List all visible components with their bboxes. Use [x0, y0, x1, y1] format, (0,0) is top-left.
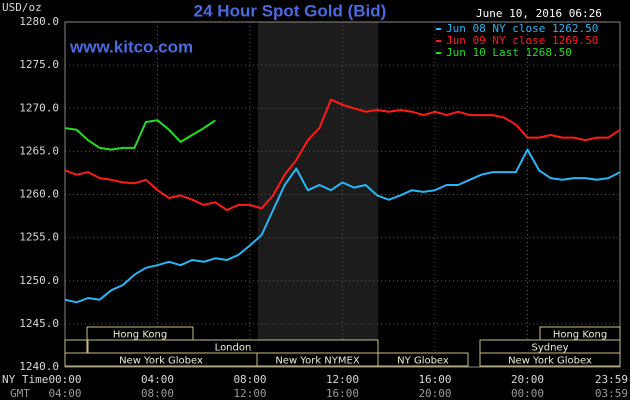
session-label: Hong Kong	[113, 330, 167, 341]
watermark: www.kitco.com	[69, 37, 193, 56]
plot-frame	[64, 21, 621, 368]
y-axis-label: USD/oz	[2, 1, 42, 14]
y-tick-label: 1270.0	[19, 101, 59, 114]
y-tick-label: 1275.0	[19, 58, 59, 71]
session-box	[64, 339, 88, 354]
x2-tick-label: 00:00	[511, 387, 544, 400]
session-label: New York Globex	[508, 356, 592, 367]
x-tick-label: 16:00	[418, 373, 451, 386]
y-tick-label: 1250.0	[19, 274, 59, 287]
x2-tick-label: 08:00	[141, 387, 174, 400]
x2-tick-label: 03:59	[595, 387, 628, 400]
chart-title: 24 Hour Spot Gold (Bid)	[194, 1, 387, 20]
legend-entry: Jun 08 NY close 1262.50	[446, 22, 598, 35]
x-axis-label: NY Time	[2, 373, 48, 386]
series-line	[64, 148, 621, 304]
x2-tick-label: 12:00	[233, 387, 266, 400]
x2-tick-label: 20:00	[418, 387, 451, 400]
session-box	[377, 352, 469, 367]
x-tick-label: 00:00	[48, 373, 81, 386]
legend-swatch	[436, 40, 441, 42]
x-tick-label: 12:00	[326, 373, 359, 386]
series-line	[64, 98, 621, 211]
session-label: London	[215, 343, 252, 354]
timestamp: June 10, 2016 06:26	[476, 7, 602, 20]
session-label: New York Globex	[119, 356, 203, 367]
session-label: New York NYMEX	[275, 356, 360, 367]
y-tick-label: 1245.0	[19, 317, 59, 330]
y-tick-label: 1280.0	[19, 15, 59, 28]
session-label: Sydney	[531, 343, 568, 354]
legend-entry: Jun 10 Last 1268.50	[446, 46, 572, 59]
x-tick-label: 08:00	[233, 373, 266, 386]
x2-axis-label: GMT	[10, 387, 30, 400]
x2-tick-label: 16:00	[326, 387, 359, 400]
y-tick-label: 1260.0	[19, 188, 59, 201]
session-label: NY Globex	[397, 356, 449, 367]
session-label: Hong Kong	[553, 330, 607, 341]
x2-tick-label: 04:00	[48, 387, 81, 400]
session-box	[479, 352, 621, 367]
y-tick-label: 1255.0	[19, 231, 59, 244]
legend-swatch	[436, 28, 441, 30]
x-tick-label: 20:00	[511, 373, 544, 386]
y-tick-label: 1240.0	[19, 360, 59, 373]
series-line	[64, 119, 216, 151]
legend-entry: Jun 09 NY close 1269.50	[446, 34, 598, 47]
legend-swatch	[436, 52, 441, 54]
x-tick-label: 23:59	[595, 373, 628, 386]
x-tick-label: 04:00	[141, 373, 174, 386]
y-tick-label: 1265.0	[19, 144, 59, 157]
